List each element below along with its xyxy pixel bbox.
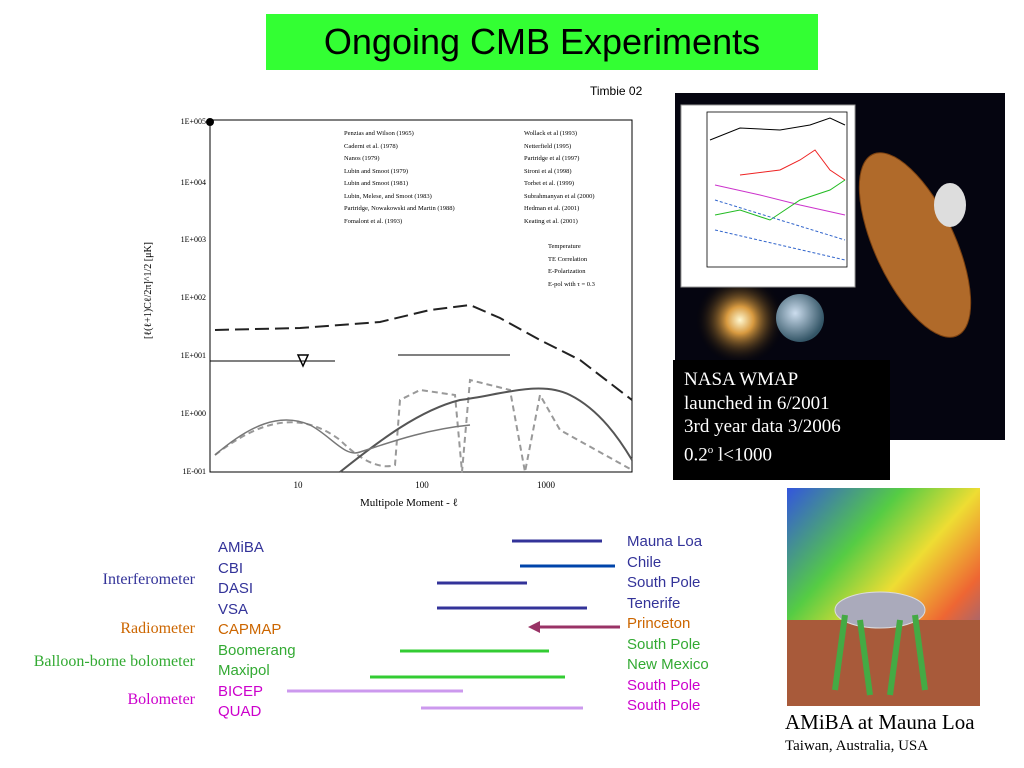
- plot-curves: [206, 118, 633, 473]
- group-label: Bolometer: [127, 691, 195, 708]
- wmap-line: 3rd year data 3/2006: [684, 416, 841, 437]
- wmap-fg: [714, 199, 846, 261]
- galaxy: [695, 275, 785, 365]
- wmap-resolution: 0.2: [684, 443, 708, 465]
- x-tick-label: 10: [293, 480, 303, 490]
- experiment-name: CBI: [218, 559, 244, 577]
- legend-entry: E-pol with τ = 0.3: [548, 280, 595, 288]
- credit: Timbie 02: [590, 84, 643, 98]
- wmap-tt: [709, 117, 846, 141]
- amiba-subcaption: Taiwan, Australia, USA: [785, 738, 929, 754]
- wmap-caption: NASA WMAP launched in 6/2001 3rd year data…: [684, 368, 841, 466]
- y-tick-label: 1E+005: [180, 117, 206, 126]
- earth: [776, 294, 824, 342]
- experiment-ranges: [287, 539, 620, 710]
- legend-entry: TE Correlation: [548, 255, 588, 263]
- y-tick-label: 1E+004: [180, 178, 206, 187]
- legend-entry: Temperature: [548, 243, 581, 250]
- y-tick-label: 1E+003: [180, 235, 206, 244]
- legend-entry: Partridge et al (1997): [524, 155, 580, 162]
- experiment-name: CAPMAP: [218, 621, 282, 638]
- experiment-site: South Pole: [627, 635, 701, 653]
- legend-entry: E-Polarization: [548, 268, 586, 275]
- group-label: Interferometer: [102, 571, 195, 588]
- experiment-site: South Pole: [627, 697, 701, 714]
- experiment-name: BICEP: [218, 682, 264, 700]
- experiment-site: Tenerife: [627, 594, 681, 612]
- amiba-ground: [787, 620, 980, 706]
- wmap-line: 0.2o l<1000: [684, 439, 841, 467]
- experiment-site: Chile: [627, 553, 662, 571]
- legend-entry: Lubin and Smoot (1979): [344, 167, 409, 175]
- legend-entry: Wollack et al (1993): [524, 130, 578, 137]
- slide-title: Ongoing CMB Experiments: [266, 14, 818, 70]
- satellite-dish: [934, 183, 966, 227]
- experiment-name: Maxipol: [218, 662, 270, 679]
- experiment-site: Princeton: [627, 615, 691, 632]
- experiment-name: QUAD: [218, 703, 262, 720]
- experiment-name: DASI: [218, 580, 254, 597]
- legend-entry: Netterfield (1995): [524, 142, 572, 150]
- x-tick-label: 100: [415, 480, 429, 490]
- y-tick-label: 1E+000: [180, 409, 206, 418]
- wmap-line: NASA WMAP: [684, 369, 799, 390]
- amiba-legs: [832, 614, 928, 696]
- legend-entry: Nanos (1979): [344, 155, 380, 162]
- legend-entry: Keating et al. (2001): [524, 217, 578, 225]
- y-tick-label: 1E-001: [182, 467, 206, 476]
- experiment-site: South Pole: [627, 676, 701, 694]
- satellite: [858, 152, 972, 338]
- legend-entry: Fomalont et al. (1993): [344, 217, 403, 225]
- group-label: Balloon-borne bolometer: [33, 653, 195, 670]
- legend-entry: Hedman et al. (2001): [524, 205, 580, 212]
- wmap-resolution: l<1000: [713, 443, 772, 465]
- legend-entry: Lubin and Smoot (1981): [344, 180, 409, 187]
- wmap-bb: [714, 179, 846, 221]
- legend-entry: Sironi et al (1998): [524, 167, 572, 175]
- wmap-plot: [680, 104, 856, 288]
- x-tick-label: 1000: [537, 480, 555, 490]
- experiment-name: AMiBA: [218, 539, 264, 556]
- y-axis-label: [ℓ(ℓ+1)Cℓ/2π]^1/2 [μK]: [143, 241, 155, 340]
- experiment-site: Mauna Loa: [627, 533, 703, 550]
- wmap-line: launched in 6/2001: [684, 392, 830, 414]
- legend-entry: Subrahmanyan et al (2000): [524, 192, 595, 200]
- legend-entry: Lubin, Melese, and Smoot (1983): [344, 192, 432, 200]
- experiment-name: Boomerang: [218, 641, 296, 659]
- experiment-site: New Mexico: [627, 656, 709, 673]
- wmap-caption-box: [673, 360, 890, 480]
- experiment-site: South Pole: [627, 574, 701, 591]
- legend-entry: Caderni et al. (1978): [344, 142, 398, 150]
- experiment-name: VSA: [218, 600, 249, 618]
- legend-entry: Penzias and Wilson (1965): [344, 130, 414, 137]
- x-axis-label: Multipole Moment - ℓ: [360, 497, 458, 509]
- y-tick-label: 1E+001: [180, 351, 206, 360]
- legend-entry: Torbet et al. (1999): [524, 180, 575, 187]
- amiba-dishes: [834, 591, 926, 629]
- wmap-plot-frame: [706, 111, 848, 268]
- amiba-caption: AMiBA at Mauna Loa: [785, 710, 975, 734]
- y-tick-label: 1E+002: [180, 293, 206, 302]
- wmap-resolution: o: [707, 443, 714, 456]
- legend-entry: Partridge, Nowakowski and Martin (1988): [344, 205, 455, 212]
- wmap-te: [739, 149, 846, 181]
- group-label: Radiometer: [120, 620, 195, 637]
- wmap-ee: [714, 184, 846, 216]
- plot-frame: [209, 119, 633, 473]
